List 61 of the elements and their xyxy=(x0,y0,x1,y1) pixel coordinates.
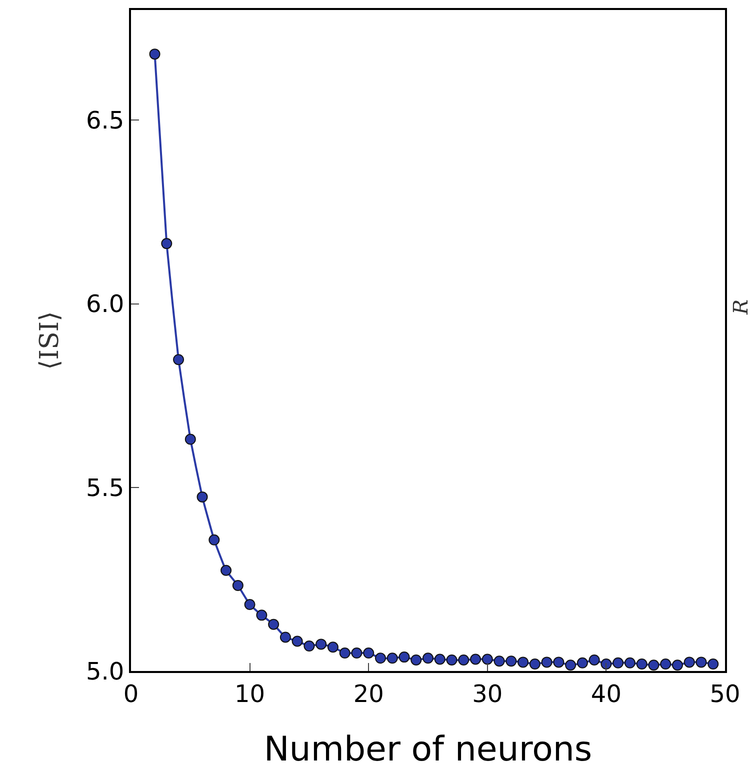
point xyxy=(660,658,672,670)
point xyxy=(636,658,648,670)
point xyxy=(458,654,470,666)
y2-axis-title: R xyxy=(728,299,753,316)
point xyxy=(648,660,660,671)
point xyxy=(422,652,434,664)
point xyxy=(268,618,280,630)
point xyxy=(565,660,576,671)
point xyxy=(244,599,256,610)
point xyxy=(612,657,624,668)
point xyxy=(446,654,458,666)
point xyxy=(208,534,220,546)
point xyxy=(161,238,172,250)
point xyxy=(518,656,529,668)
point xyxy=(672,660,683,671)
point xyxy=(494,656,505,667)
point xyxy=(529,658,540,670)
point xyxy=(280,632,291,643)
point xyxy=(506,656,517,667)
point xyxy=(696,656,707,668)
point xyxy=(386,652,398,664)
point xyxy=(410,654,422,666)
point xyxy=(398,652,410,663)
y-tick-label: 5.5 xyxy=(86,474,124,502)
point xyxy=(624,657,636,668)
point xyxy=(173,354,184,366)
point xyxy=(256,610,268,621)
point xyxy=(541,656,552,668)
x-tick-label: 40 xyxy=(590,680,622,708)
point xyxy=(316,638,327,650)
point xyxy=(339,648,350,659)
point xyxy=(708,658,719,670)
y-axis-title: ⟨ISI⟩ xyxy=(34,311,65,370)
point xyxy=(482,654,493,665)
point xyxy=(470,654,482,665)
point xyxy=(327,642,338,653)
point xyxy=(351,648,362,659)
point xyxy=(576,657,588,668)
point xyxy=(600,658,612,670)
point xyxy=(553,656,564,668)
point xyxy=(149,48,160,60)
x-tick-label: 10 xyxy=(234,680,266,708)
point xyxy=(292,636,303,647)
x-axis-title: Number of neurons xyxy=(264,730,592,770)
y-tick-label: 5.0 xyxy=(86,657,124,686)
point xyxy=(232,580,244,591)
point xyxy=(434,654,446,665)
point xyxy=(304,640,315,652)
point xyxy=(363,648,374,659)
point xyxy=(588,654,600,666)
point xyxy=(374,652,386,664)
y-tick-label: 6.0 xyxy=(86,290,124,318)
point xyxy=(684,656,695,668)
x-tick-label: 30 xyxy=(472,680,503,708)
x-tick-label: 20 xyxy=(353,680,384,708)
point xyxy=(196,491,208,502)
y-tick-label: 6.5 xyxy=(86,106,124,135)
x-tick-label: 0 xyxy=(123,680,139,708)
point xyxy=(184,434,196,445)
x-tick-label: 50 xyxy=(710,680,740,708)
point xyxy=(220,564,232,576)
